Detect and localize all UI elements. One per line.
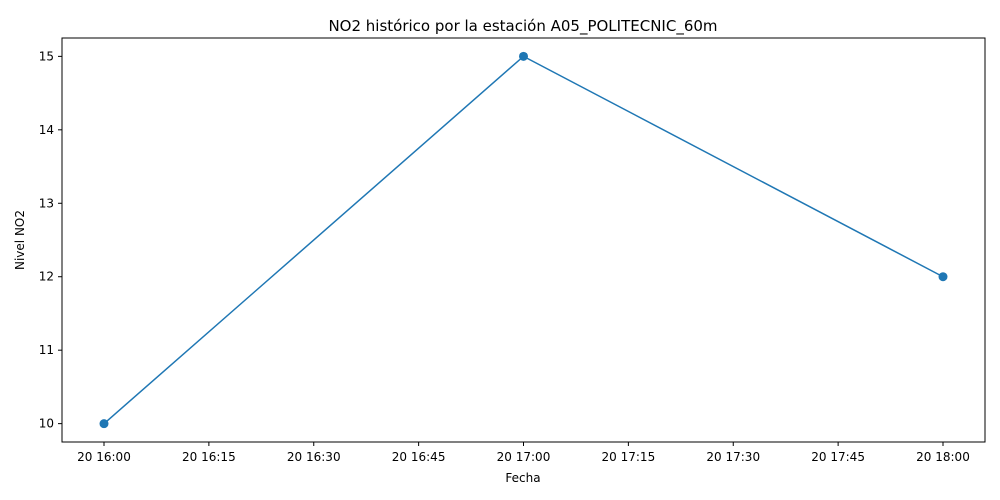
y-axis: 10 11 12 13 14 15 [39, 49, 62, 431]
x-axis: 20 16:00 20 16:15 20 16:30 20 16:45 20 17:00… [77, 442, 970, 464]
data-point [938, 272, 948, 282]
x-tick-label: 20 17:15 [602, 450, 656, 464]
y-tick-label: 10 [39, 417, 54, 431]
series-group [99, 51, 948, 429]
y-tick-label: 14 [39, 123, 54, 137]
x-axis-label: Fecha [505, 471, 540, 485]
x-tick-label: 20 16:45 [392, 450, 446, 464]
series-line [103, 55, 944, 425]
x-tick-label: 20 16:15 [182, 450, 236, 464]
y-tick-label: 12 [39, 270, 54, 284]
y-tick-label: 13 [39, 196, 54, 210]
y-axis-label: Nivel NO2 [13, 210, 27, 270]
x-tick-label: 20 16:00 [77, 450, 131, 464]
x-tick-label: 20 16:30 [287, 450, 341, 464]
data-point [519, 51, 528, 61]
plot-area [61, 37, 986, 443]
y-tick-label: 11 [39, 343, 54, 357]
x-tick-label: 20 17:00 [497, 450, 551, 464]
x-tick-label: 20 18:00 [916, 450, 970, 464]
x-tick-label: 20 17:45 [811, 450, 865, 464]
data-point [99, 419, 109, 429]
chart-title: NO2 histórico por la estación A05_POLITE… [328, 17, 717, 36]
y-tick-label: 15 [39, 49, 54, 63]
x-tick-label: 20 17:30 [706, 450, 760, 464]
